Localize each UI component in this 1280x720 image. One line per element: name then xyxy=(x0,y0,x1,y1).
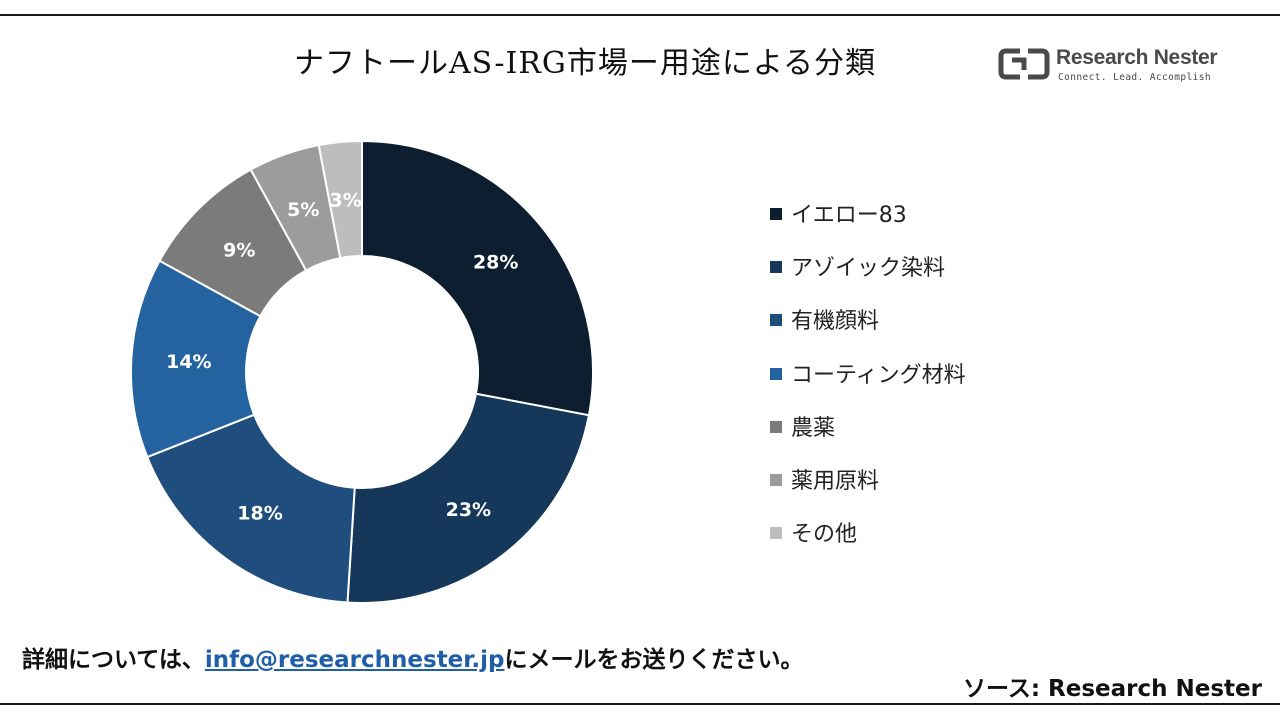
legend-label-0: イエロー83 xyxy=(791,203,907,228)
legend-swatch-4 xyxy=(770,420,782,433)
legend-item-6: その他 xyxy=(770,515,1070,568)
legend-swatch-1 xyxy=(770,261,782,274)
legend-item-1: アゾイック染料 xyxy=(770,249,1070,302)
chart-legend: イエロー83 アゾイック染料 有機顔料コーティング材料 農薬薬用原料その他 xyxy=(770,196,1070,568)
slice-0 xyxy=(361,139,594,417)
slice-label-3: 14% xyxy=(166,351,211,373)
slice-label-1: 23% xyxy=(446,499,491,521)
legend-swatch-0 xyxy=(770,208,782,220)
legend-item-3: コーティング材料 xyxy=(770,356,1070,409)
legend-label-6: その他 xyxy=(791,522,858,548)
top-border xyxy=(0,14,1280,16)
chart-title: ナフトールAS-IRG市場ー用途による分類 xyxy=(294,46,876,81)
legend-swatch-6 xyxy=(770,527,782,540)
bottom-border xyxy=(0,703,1280,705)
legend-item-0: イエロー83 xyxy=(770,196,1070,249)
legend-swatch-5 xyxy=(770,473,782,486)
legend-swatch-3 xyxy=(770,367,782,380)
contact-email-link[interactable]: info@researchnester.jp xyxy=(204,647,505,673)
slice-label-4: 9% xyxy=(223,239,255,261)
legend-label-1: アゾイック染料 xyxy=(791,256,946,282)
slice-label-5: 5% xyxy=(287,199,319,221)
source-credit: ソース: Research Nester xyxy=(962,676,1262,702)
slice-label-6: 3% xyxy=(330,189,362,211)
logo-mark-icon xyxy=(998,48,1050,80)
legend-label-3: コーティング材料 xyxy=(791,362,966,388)
logo-tagline: Connect. Lead. Accomplish xyxy=(1058,72,1211,83)
logo-name: Research Nester xyxy=(1056,46,1218,69)
research-nester-logo: Research Nester Connect. Lead. Accomplis… xyxy=(998,46,1228,86)
slice-6 xyxy=(317,139,363,260)
slice-2 xyxy=(145,413,356,604)
legend-label-2: 有機顔料 xyxy=(791,309,880,335)
legend-item-2: 有機顔料 xyxy=(770,302,1070,355)
legend-label-5: 薬用原料 xyxy=(791,468,880,494)
slice-label-0: 28% xyxy=(473,251,518,273)
legend-label-4: 農薬 xyxy=(791,415,836,441)
contact-note: 詳細については、info@researchnester.jpにメールをお送りくだ… xyxy=(22,640,803,674)
legend-item-4: 農薬 xyxy=(770,409,1070,462)
legend-item-5: 薬用原料 xyxy=(770,462,1070,515)
slice-label-2: 18% xyxy=(237,502,282,524)
contact-suffix: にメールをお送りください。 xyxy=(504,647,804,673)
slice-1 xyxy=(346,392,591,604)
slice-3 xyxy=(130,259,262,459)
contact-prefix: 詳細については、 xyxy=(22,647,205,673)
legend-swatch-2 xyxy=(770,314,782,327)
